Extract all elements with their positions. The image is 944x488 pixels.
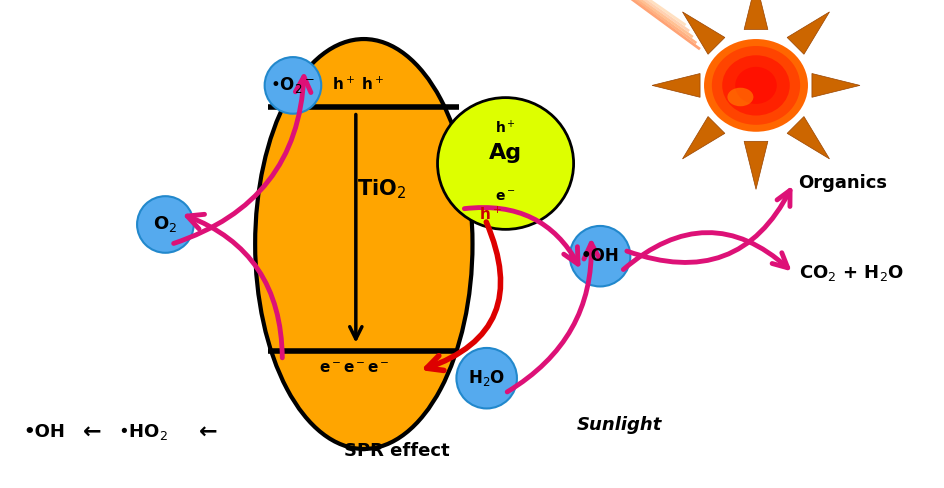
Ellipse shape — [255, 39, 472, 449]
Polygon shape — [743, 0, 767, 29]
Text: h$^+$: h$^+$ — [479, 205, 501, 223]
Polygon shape — [786, 12, 829, 54]
Text: ←: ← — [198, 422, 217, 442]
Circle shape — [456, 348, 516, 408]
Circle shape — [264, 57, 321, 114]
Ellipse shape — [721, 55, 789, 116]
Text: •HO$_2$: •HO$_2$ — [118, 422, 168, 442]
Circle shape — [137, 196, 194, 253]
Text: SPR effect: SPR effect — [344, 443, 449, 460]
Text: e$^-$: e$^-$ — [495, 189, 515, 203]
Ellipse shape — [703, 39, 807, 132]
Polygon shape — [811, 74, 859, 97]
Text: Ag: Ag — [488, 143, 522, 163]
Polygon shape — [786, 117, 829, 159]
Text: TiO$_2$: TiO$_2$ — [357, 177, 406, 201]
Text: h$^+$ h$^+$: h$^+$ h$^+$ — [332, 76, 385, 93]
Circle shape — [569, 226, 630, 286]
Text: CO$_2$ + H$_2$O: CO$_2$ + H$_2$O — [798, 264, 902, 283]
Text: e$^-$e$^-$e$^-$: e$^-$e$^-$e$^-$ — [318, 361, 389, 376]
Ellipse shape — [734, 67, 776, 104]
Text: •OH: •OH — [24, 423, 65, 441]
Text: ←: ← — [83, 422, 102, 442]
Polygon shape — [651, 74, 700, 97]
Text: H$_2$O: H$_2$O — [467, 368, 505, 388]
Ellipse shape — [727, 88, 752, 106]
Text: O$_2$: O$_2$ — [153, 215, 177, 234]
Text: •OH: •OH — [580, 247, 619, 265]
Text: Sunlight: Sunlight — [576, 416, 661, 433]
Text: Organics: Organics — [798, 174, 886, 192]
Ellipse shape — [711, 46, 800, 125]
Polygon shape — [743, 142, 767, 189]
Text: h$^+$: h$^+$ — [495, 119, 515, 136]
Ellipse shape — [437, 98, 573, 229]
Polygon shape — [682, 12, 724, 54]
Polygon shape — [682, 117, 724, 159]
Text: •O$_2$$^-$: •O$_2$$^-$ — [270, 76, 315, 95]
